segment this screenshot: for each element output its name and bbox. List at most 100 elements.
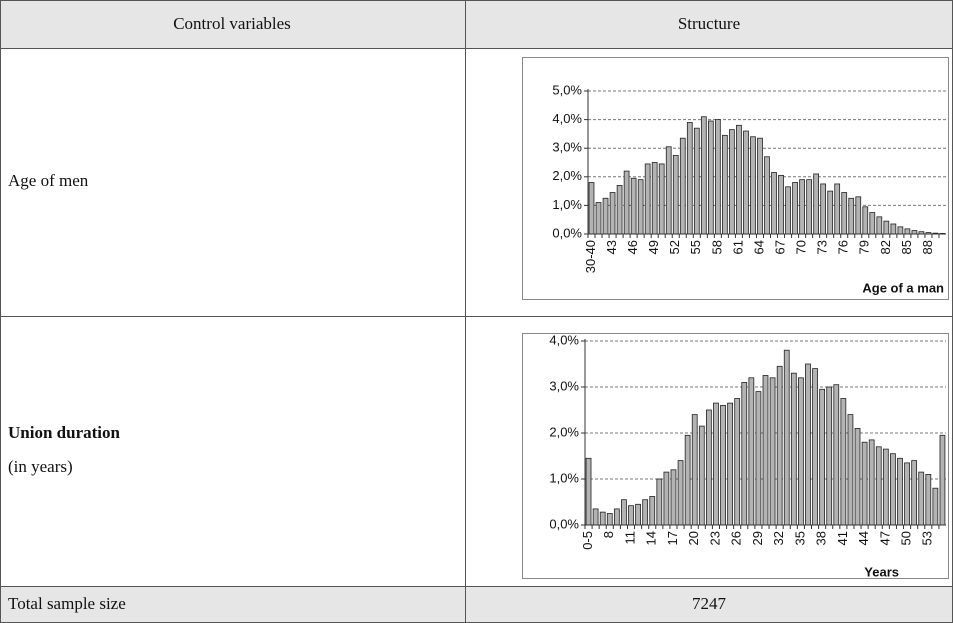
y-tick-label: 1,0% bbox=[549, 470, 579, 485]
bar bbox=[616, 184, 623, 235]
x-tick-label: 61 bbox=[730, 240, 745, 254]
bar bbox=[762, 375, 769, 526]
bar bbox=[720, 404, 726, 526]
row-note: (in years) bbox=[8, 457, 73, 476]
bar bbox=[876, 216, 883, 235]
x-tick-label: 32 bbox=[771, 531, 786, 545]
bar bbox=[748, 377, 755, 526]
bar bbox=[642, 499, 649, 526]
bar bbox=[785, 186, 791, 235]
bar bbox=[595, 202, 602, 235]
x-tick-label: 17 bbox=[665, 531, 680, 545]
bar bbox=[670, 469, 677, 526]
bar bbox=[918, 471, 925, 526]
bar bbox=[686, 122, 693, 235]
bar bbox=[602, 197, 609, 235]
x-tick-label: 88 bbox=[920, 240, 935, 254]
bar bbox=[656, 478, 663, 526]
bar bbox=[820, 183, 827, 235]
chart: 0,0% 1,0% 2,0% 3,0% 4,0% 5,0% 30-40 43 46 49 52 55 5… bbox=[522, 57, 949, 300]
bar bbox=[925, 473, 932, 526]
x-tick-label: 30-40 bbox=[583, 240, 598, 273]
x-tick-label: 41 bbox=[835, 531, 850, 545]
bar bbox=[705, 409, 712, 526]
bar bbox=[700, 116, 707, 235]
x-tick-label: 23 bbox=[707, 531, 722, 545]
x-axis-title: Years bbox=[864, 564, 899, 579]
x-tick-label: 58 bbox=[709, 240, 724, 254]
x-tick-label: 49 bbox=[646, 240, 661, 254]
bar bbox=[606, 513, 613, 526]
bar bbox=[623, 170, 630, 235]
bar bbox=[897, 226, 904, 235]
bar bbox=[847, 414, 854, 526]
footer-cell: 7247 bbox=[692, 594, 727, 613]
bar bbox=[628, 505, 634, 526]
bar bbox=[651, 162, 658, 235]
bar bbox=[875, 446, 882, 526]
bar bbox=[799, 179, 805, 235]
x-tick-label: 55 bbox=[688, 240, 703, 254]
bar bbox=[868, 439, 875, 526]
bar bbox=[736, 124, 742, 235]
bar bbox=[613, 508, 620, 526]
x-tick-label: 73 bbox=[815, 240, 830, 254]
bar bbox=[819, 388, 826, 526]
x-tick-label: 0-5 bbox=[580, 531, 595, 550]
bar bbox=[644, 163, 651, 235]
y-tick-label: 4,0% bbox=[552, 111, 582, 126]
x-tick-label: 14 bbox=[644, 531, 659, 545]
bar bbox=[713, 402, 719, 526]
bar bbox=[869, 212, 876, 235]
bar bbox=[939, 434, 946, 526]
bar bbox=[854, 427, 861, 526]
bar bbox=[792, 182, 798, 235]
chart-frame bbox=[522, 57, 949, 300]
x-tick-label: 70 bbox=[794, 240, 809, 254]
bar bbox=[750, 136, 756, 235]
bar bbox=[904, 462, 910, 526]
y-tick-label: 2,0% bbox=[549, 424, 579, 439]
bar bbox=[609, 192, 616, 235]
x-tick-label: 50 bbox=[899, 531, 914, 545]
bar bbox=[813, 173, 819, 235]
bar bbox=[729, 129, 735, 235]
x-tick-label: 53 bbox=[920, 531, 935, 545]
bar bbox=[806, 179, 812, 235]
bar bbox=[862, 206, 869, 235]
y-tick-label: 0,0% bbox=[552, 225, 582, 240]
bar bbox=[783, 349, 790, 526]
bar bbox=[826, 386, 833, 526]
x-tick-label: 52 bbox=[667, 240, 682, 254]
bar bbox=[890, 453, 896, 526]
x-tick-label: 82 bbox=[878, 240, 893, 254]
bar bbox=[778, 174, 784, 235]
x-tick-label: 76 bbox=[836, 240, 851, 254]
bar bbox=[882, 448, 889, 526]
x-axis-title: Age of a man bbox=[862, 280, 944, 295]
bar bbox=[715, 119, 721, 235]
y-tick-label: 5,0% bbox=[552, 82, 582, 97]
bar bbox=[743, 130, 749, 235]
y-tick-label: 4,0% bbox=[549, 332, 579, 347]
x-tick-label: 47 bbox=[877, 531, 892, 545]
bar bbox=[840, 398, 847, 526]
x-tick-label: 35 bbox=[792, 531, 807, 545]
bar bbox=[677, 460, 684, 526]
y-tick-label: 2,0% bbox=[552, 168, 582, 183]
header-cell: Structure bbox=[678, 14, 740, 33]
x-tick-label: 67 bbox=[772, 240, 787, 254]
bar bbox=[834, 183, 841, 235]
x-tick-label: 46 bbox=[625, 240, 640, 254]
bar bbox=[757, 137, 763, 235]
chart: 0,0% 1,0% 2,0% 3,0% 4,0% 0-5 8 11 14 17 20 23 26 29 32… bbox=[522, 332, 949, 579]
bar bbox=[764, 156, 770, 235]
bar bbox=[663, 471, 670, 526]
bar bbox=[848, 197, 855, 235]
bar bbox=[755, 391, 762, 526]
row-label: Age of men bbox=[8, 171, 89, 190]
bar bbox=[890, 223, 897, 235]
bar bbox=[776, 365, 783, 526]
bar bbox=[691, 414, 698, 526]
